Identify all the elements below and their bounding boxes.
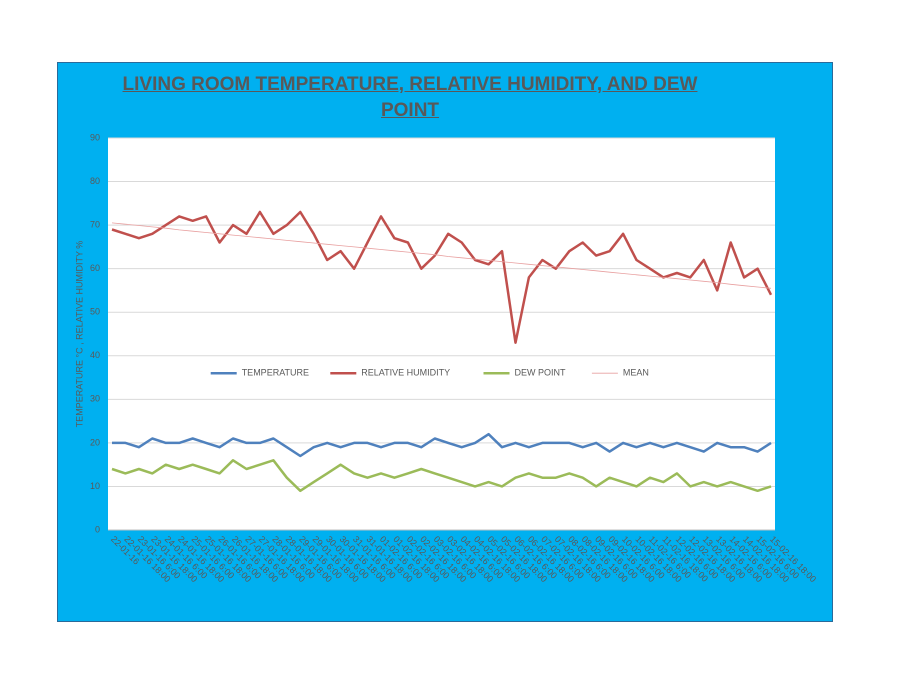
- legend-label: MEAN: [623, 368, 649, 378]
- legend-label: DEW POINT: [515, 368, 567, 378]
- legend-label: TEMPERATURE: [242, 368, 309, 378]
- chart-title: LIVING ROOM TEMPERATURE, RELATIVE HUMIDI…: [122, 74, 698, 121]
- y-tick-label: 60: [90, 263, 100, 273]
- y-tick-label: 90: [90, 132, 100, 142]
- y-tick-label: 20: [90, 437, 100, 447]
- y-axis-label: TEMPERATURE °C , RELATIVE HUMIDITY %: [74, 241, 84, 428]
- series-line: [111, 459, 772, 493]
- y-tick-label: 50: [90, 307, 100, 317]
- y-tick-label: 0: [95, 524, 100, 534]
- legend-label: RELATIVE HUMIDITY: [361, 368, 450, 378]
- y-tick-label: 10: [90, 481, 100, 491]
- y-tick-label: 70: [90, 219, 100, 229]
- series-line: [111, 222, 772, 289]
- series-line: [112, 432, 772, 458]
- y-tick-label: 80: [90, 176, 100, 186]
- y-tick-label: 30: [90, 394, 100, 404]
- y-tick-label: 40: [90, 350, 100, 360]
- plot-area: [108, 138, 775, 530]
- series-line: [111, 210, 773, 344]
